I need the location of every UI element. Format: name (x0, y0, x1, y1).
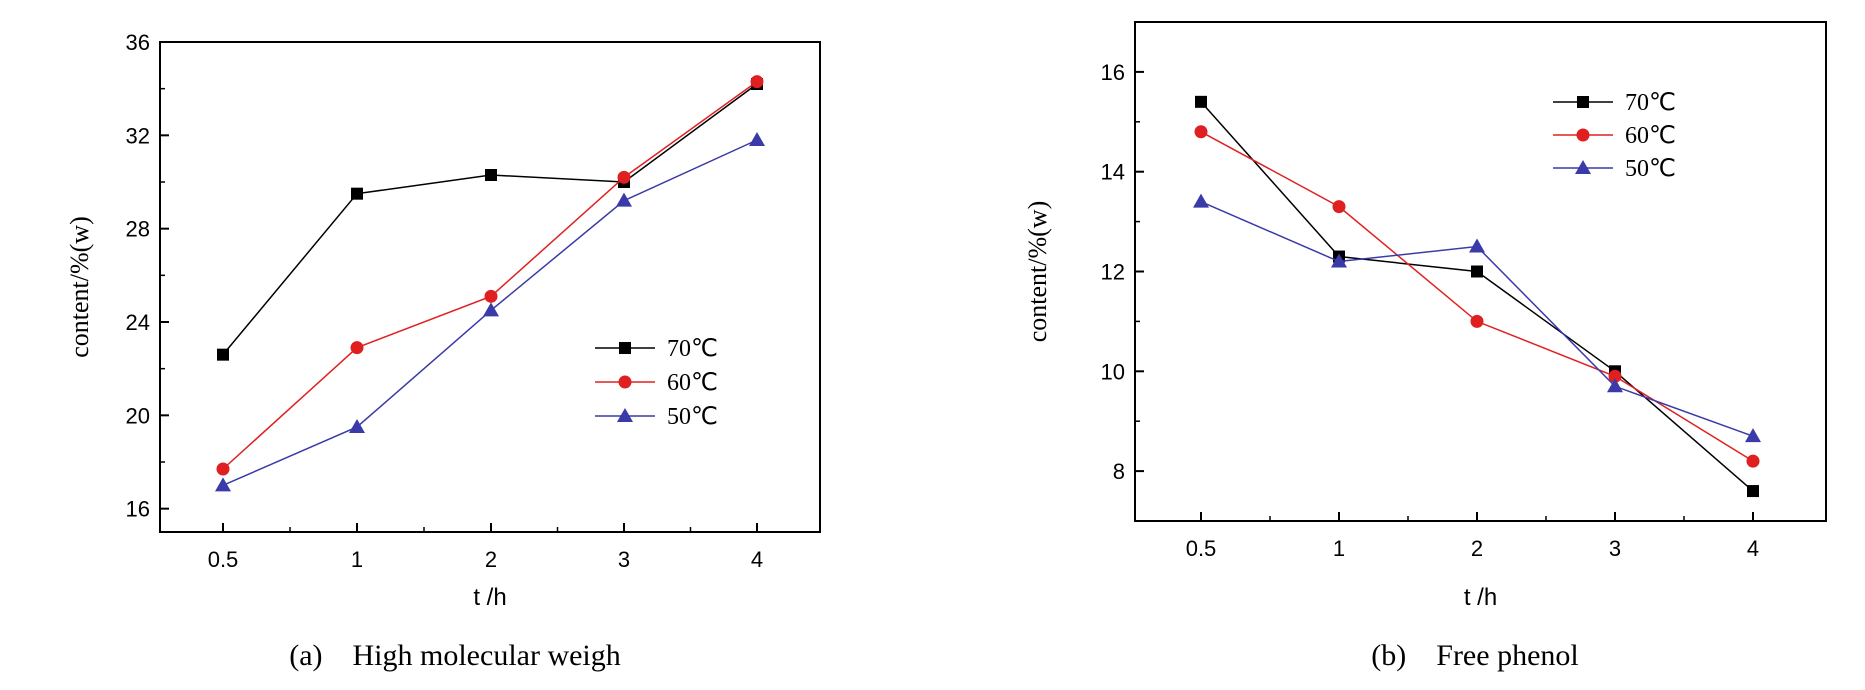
legend-label: 50℃ (667, 404, 718, 430)
x-tick-label: 1 (351, 547, 363, 572)
legend-label: 70℃ (667, 336, 718, 362)
chart-high-molecular-weight: 16 20 24 28 32 36 0.5 1 2 3 4 content/%(w) t /h 70℃ 60… (65, 30, 821, 672)
data-point (749, 132, 765, 146)
x-tick-label: 2 (485, 547, 497, 572)
y-tick-label: 16 (126, 497, 150, 522)
legend-label: 50℃ (1625, 156, 1676, 182)
legend-marker (619, 342, 631, 354)
data-point (616, 192, 632, 207)
data-point (351, 187, 363, 200)
y-tick-label: 28 (126, 217, 150, 242)
legend: 70℃ 60℃ 50℃ (595, 336, 718, 430)
y-tick-label: 20 (126, 403, 150, 428)
data-point (1331, 253, 1347, 268)
y-tick-label: 36 (126, 30, 150, 55)
y-tick-label: 14 (1101, 160, 1125, 185)
data-point (349, 419, 365, 433)
series-1 (216, 75, 764, 476)
y-tick-label: 32 (126, 123, 150, 148)
y-tick-label: 8 (1113, 459, 1125, 484)
legend-label: 60℃ (667, 370, 718, 396)
series-2 (1193, 193, 1761, 443)
data-point (1747, 485, 1759, 498)
legend-marker (618, 375, 632, 389)
series-2 (215, 132, 765, 492)
data-point (617, 170, 631, 184)
x-tick-label: 2 (1471, 536, 1483, 561)
data-point (215, 477, 231, 492)
data-point (1608, 369, 1622, 383)
legend-label: 70℃ (1625, 90, 1676, 116)
legend-marker (617, 408, 633, 422)
data-point (1745, 428, 1761, 443)
y-tick-label: 10 (1101, 359, 1125, 384)
data-point (217, 348, 229, 361)
legend-marker (1576, 128, 1590, 142)
y-axis-title: content/%(w) (1023, 201, 1052, 343)
figure-caption: (a) High molecular weigh (289, 639, 621, 672)
figure-caption: (b) Free phenol (1371, 639, 1578, 672)
legend-label: 60℃ (1625, 123, 1676, 149)
data-point (1607, 378, 1623, 393)
y-tick-label: 12 (1101, 260, 1125, 285)
x-tick-label: 3 (1609, 536, 1621, 561)
series-1 (1194, 125, 1760, 468)
x-tick-label: 0.5 (1186, 536, 1217, 561)
data-point (1194, 125, 1208, 139)
legend-marker (1575, 160, 1591, 174)
x-axis-title: t /h (1464, 584, 1497, 611)
data-point (1193, 193, 1209, 208)
data-point (216, 462, 230, 476)
data-point (750, 75, 764, 89)
x-tick-label: 4 (751, 547, 763, 572)
y-axis-title: content/%(w) (65, 216, 94, 358)
x-tick-label: 1 (1333, 536, 1345, 561)
legend: 70℃ 60℃ 50℃ (1553, 90, 1676, 182)
data-point (484, 289, 498, 303)
data-point (1332, 200, 1346, 214)
y-tick-label: 16 (1101, 60, 1125, 85)
data-point (483, 302, 499, 317)
data-point (1746, 454, 1760, 468)
x-tick-label: 4 (1747, 536, 1759, 561)
x-axis-title: t /h (473, 584, 506, 611)
legend-marker (1577, 96, 1589, 108)
series-0 (217, 78, 763, 361)
data-point (1470, 314, 1484, 328)
data-point (350, 341, 364, 355)
y-tick-label: 24 (126, 310, 150, 335)
plot-frame (159, 41, 821, 533)
data-point (1469, 238, 1485, 253)
x-tick-label: 0.5 (208, 547, 239, 572)
data-point (1471, 265, 1483, 278)
x-tick-label: 3 (618, 547, 630, 572)
data-point (485, 169, 497, 181)
data-point (1195, 95, 1207, 108)
